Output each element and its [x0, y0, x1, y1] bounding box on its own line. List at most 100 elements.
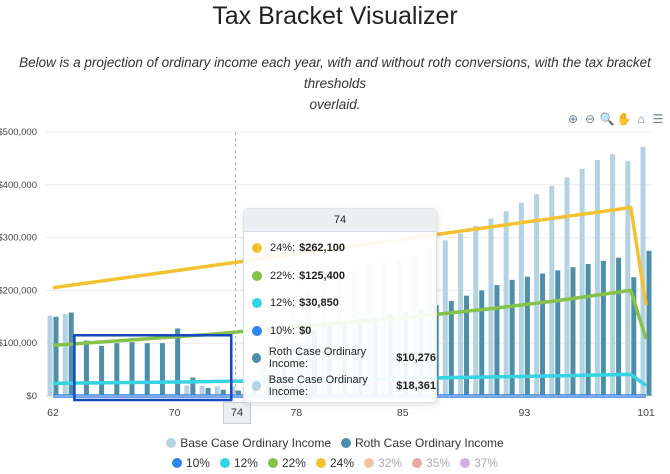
pan-hand-icon[interactable]: ✋	[616, 112, 632, 126]
tooltip-label: 12%:	[270, 297, 296, 309]
base-bar-96	[564, 177, 570, 396]
tooltip-value: $0	[299, 324, 312, 337]
zoom-selection-icon[interactable]: 🔍	[599, 112, 615, 126]
tooltip-label: 24%:	[270, 242, 296, 254]
tooltip-marker	[252, 270, 262, 281]
legend-label: Base Case Ordinary Income	[180, 436, 331, 450]
legend-item[interactable]: 35%	[412, 456, 450, 470]
tooltip-value: $125,400	[299, 269, 345, 282]
y-tick-label-0: $0	[26, 391, 37, 402]
roth-bar-62	[53, 316, 59, 396]
menu-icon[interactable]: ☰	[652, 112, 664, 126]
tooltip-row: Base Case Ordinary Income: $18,361	[252, 374, 436, 398]
base-bar-92	[503, 211, 509, 396]
roth-bar-65	[99, 345, 105, 396]
x-hover-marker: 74	[223, 402, 251, 424]
page-subtitle: Below is a projection of ordinary income…	[0, 52, 670, 115]
roth-bar-74	[235, 390, 241, 396]
legend-item[interactable]: 12%	[219, 456, 258, 470]
tooltip-marker	[252, 298, 262, 308]
selection-box	[73, 334, 233, 402]
roth-bar-96	[570, 267, 576, 396]
chart-toolbar: ⊕ ⊖ 🔍 ✋ ⌂ ☰	[566, 112, 665, 126]
legend-item[interactable]: 10%	[171, 456, 210, 470]
tooltip-marker	[252, 243, 262, 253]
subtitle-line-2: overlaid.	[309, 97, 361, 112]
legend-label: 10%	[185, 456, 210, 470]
tooltip-marker	[252, 353, 261, 363]
subtitle-line-1: Below is a projection of ordinary income…	[19, 55, 651, 91]
roth-bar-94	[540, 273, 546, 396]
roth-bar-98	[600, 260, 606, 396]
legend-marker	[341, 438, 351, 448]
zoom-out-icon[interactable]: ⊖	[584, 112, 596, 126]
legend-marker	[171, 458, 182, 468]
base-bar-101	[640, 146, 646, 396]
roth-bar-70	[175, 328, 181, 396]
reset-home-icon[interactable]: ⌂	[637, 112, 645, 126]
base-bar-100	[625, 161, 631, 396]
legend-label: Roth Case Ordinary Income	[355, 436, 504, 450]
y-tick-label-1: $100,000	[0, 338, 37, 349]
base-bar-88	[442, 240, 448, 396]
legend-marker	[460, 458, 471, 468]
legend-marker	[166, 438, 177, 448]
tooltip-marker	[252, 325, 262, 336]
roth-bar-64	[83, 340, 89, 396]
legend-item[interactable]: Roth Case Ordinary Income	[341, 436, 504, 450]
roth-bar-73	[220, 389, 226, 396]
roth-bar-100	[631, 277, 637, 396]
legend-label: 35%	[426, 456, 451, 470]
roth-bar-63	[68, 312, 74, 396]
tooltip-value: $262,100	[299, 242, 345, 254]
base-bar-71	[184, 385, 190, 396]
tooltip-row: 22%: $125,400	[252, 269, 345, 283]
roth-bar-68	[144, 343, 150, 396]
tooltip-label: Roth Case Ordinary Income:	[268, 346, 367, 370]
legend-marker	[364, 458, 375, 468]
roth-bar-90	[479, 290, 485, 396]
legend-row-brackets: 10% 12% 22% 24% 32% 35% 37%	[0, 456, 670, 470]
base-bar-94	[534, 194, 540, 396]
roth-bar-71	[190, 377, 196, 396]
tooltip-row: 24%: $262,100	[252, 241, 345, 255]
legend-marker	[267, 458, 278, 468]
zoom-in-icon[interactable]: ⊕	[567, 112, 579, 126]
roth-bar-101	[646, 250, 652, 396]
page-title: Tax Bracket Visualizer	[212, 2, 458, 30]
tooltip-value: $18,361	[396, 379, 436, 392]
roth-bar-95	[555, 270, 561, 396]
y-tick-label-2: $200,000	[0, 285, 37, 296]
y-tick-label-4: $400,000	[0, 180, 37, 191]
legend-item[interactable]: 32%	[364, 456, 402, 470]
legend-label: 32%	[378, 456, 403, 470]
y-tick-label-3: $300,000	[0, 233, 37, 244]
base-bar-93	[518, 202, 524, 396]
base-bar-62	[47, 315, 53, 396]
base-bar-98	[594, 159, 600, 396]
legend-item[interactable]: 24%	[315, 456, 355, 470]
legend-marker	[219, 458, 230, 468]
base-bar-72	[199, 385, 205, 396]
roth-bar-88	[448, 300, 454, 396]
tooltip-row: Roth Case Ordinary Income: $10,276	[252, 346, 436, 370]
x-tick-label-78: 78	[290, 407, 302, 419]
x-tick-label-101: 101	[637, 407, 655, 419]
roth-bar-66	[114, 343, 120, 396]
roth-bar-91	[494, 285, 500, 396]
legend-item[interactable]: 22%	[267, 456, 306, 470]
x-tick-label-62: 62	[47, 407, 59, 419]
legend-marker	[412, 458, 423, 468]
base-bar-89	[458, 233, 464, 396]
legend-label: 24%	[329, 456, 355, 470]
tooltip-value: $10,276	[396, 352, 436, 364]
tooltip-value: $30,850	[299, 297, 339, 309]
base-bar-97	[579, 168, 585, 396]
tooltip-label: 10%:	[270, 324, 296, 337]
base-bar-99	[610, 154, 616, 396]
roth-bar-72	[205, 388, 211, 396]
legend-label: 37%	[474, 456, 499, 470]
legend-item[interactable]: 37%	[460, 456, 498, 470]
legend-item[interactable]: Base Case Ordinary Income	[166, 436, 331, 450]
roth-bar-92	[509, 279, 515, 396]
